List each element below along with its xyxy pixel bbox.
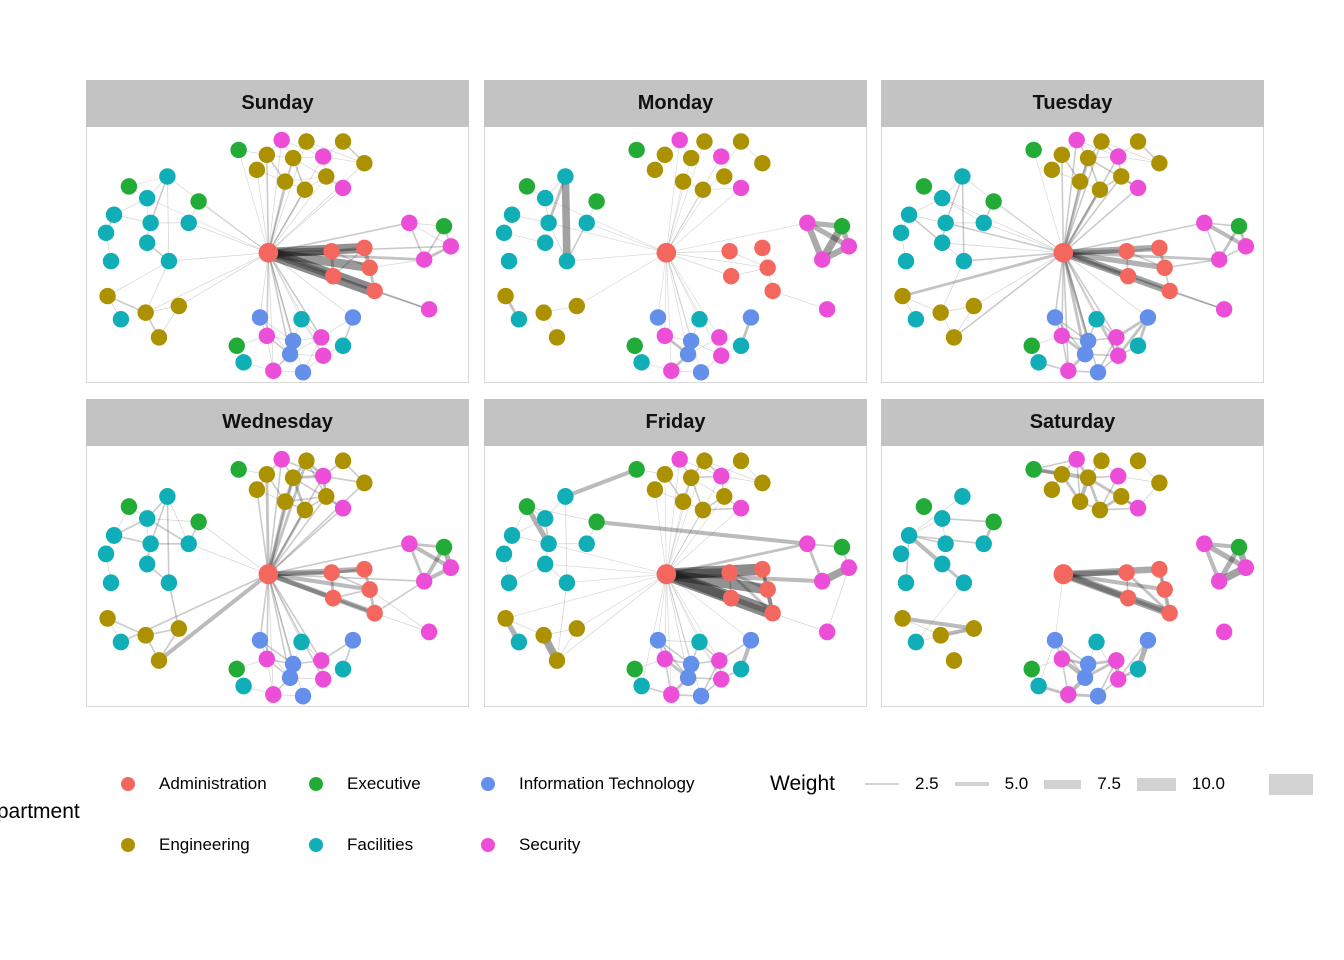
- department-legend-title: Department: [0, 800, 80, 823]
- legend-swatch-administration: [121, 777, 135, 791]
- facet-saturday: Saturday: [881, 399, 1264, 707]
- facet-strip: Friday: [484, 399, 867, 446]
- legend-swatch-facilities: [309, 838, 323, 852]
- network-graph: [97, 450, 460, 705]
- facet-title: Saturday: [1029, 411, 1116, 433]
- weight-key-2.5: [864, 783, 899, 785]
- legend-item-security: Security: [481, 831, 580, 859]
- weight-label: 2.5: [914, 774, 939, 793]
- facet-title: Monday: [637, 92, 714, 114]
- legend-label: Executive: [347, 774, 421, 793]
- facet-friday: Friday: [484, 399, 867, 707]
- weight-label: 10.0: [1191, 774, 1225, 793]
- legend-item-engineering: Engineering: [121, 831, 250, 859]
- weight-key-5.0: [954, 781, 989, 787]
- facet-panel: [484, 446, 867, 707]
- facet-tuesday: Tuesday: [881, 80, 1264, 383]
- facet-panel: [881, 446, 1264, 707]
- legend-item-information-technology: Information Technology: [481, 770, 694, 798]
- weight-label: 5.0: [1004, 774, 1029, 793]
- weight-legend: Weight 2.5 5.0 7.5 10.0: [770, 768, 1329, 800]
- facet-strip: Tuesday: [881, 80, 1264, 127]
- facet-strip: Wednesday: [86, 399, 469, 446]
- legend-swatch-engineering: [121, 838, 135, 852]
- network-graph: [892, 450, 1255, 705]
- facet-title: Wednesday: [222, 411, 333, 433]
- legend-swatch-executive: [309, 777, 323, 791]
- legend-label: Administration: [159, 774, 267, 793]
- facet-monday: Monday: [484, 80, 867, 383]
- legend-label: Engineering: [159, 835, 250, 854]
- facet-panel: [881, 127, 1264, 383]
- facet-panel: [86, 446, 469, 707]
- facet-strip: Saturday: [881, 399, 1264, 446]
- legend-label: Facilities: [347, 835, 414, 854]
- legend-swatch-information-technology: [481, 777, 495, 791]
- facet-title: Tuesday: [1032, 92, 1113, 114]
- facet-wednesday: Wednesday: [86, 399, 469, 707]
- legend-label: Security: [519, 835, 581, 854]
- facet-sunday: Sunday: [86, 80, 469, 383]
- facet-strip: Monday: [484, 80, 867, 127]
- facet-strip: Sunday: [86, 80, 469, 127]
- weight-key-7.5: [1044, 779, 1082, 789]
- weight-legend-title: Weight: [770, 772, 835, 795]
- legend-item-facilities: Facilities: [309, 831, 413, 859]
- facet-panel: [86, 127, 469, 383]
- facet-title: Sunday: [241, 92, 314, 114]
- legend-swatch-security: [481, 838, 495, 852]
- legend-item-administration: Administration: [121, 770, 267, 798]
- weight-key-10.0: [1136, 777, 1176, 791]
- weight-label: 7.5: [1097, 774, 1121, 793]
- weight-key-clipped: [1269, 773, 1313, 795]
- network-graph: [97, 131, 460, 381]
- network-graph: [892, 131, 1255, 381]
- facet-panel: [484, 127, 867, 383]
- legend-label: Information Technology: [519, 774, 695, 793]
- legend-item-executive: Executive: [309, 770, 421, 798]
- network-graph: [495, 450, 858, 705]
- network-graph: [495, 131, 858, 381]
- facet-title: Friday: [645, 411, 706, 433]
